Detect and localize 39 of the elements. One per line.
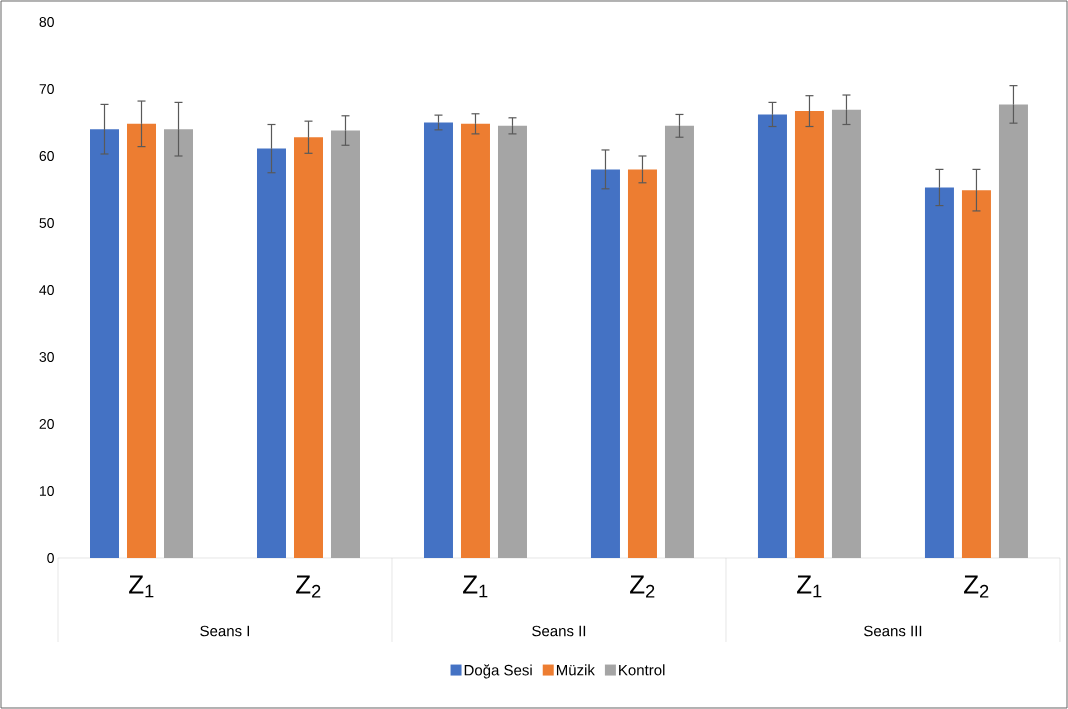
bar [257,148,286,558]
bar [627,169,657,558]
bar [664,125,694,558]
text: Seans I [200,625,250,637]
x-tick-label: Z$_{1}$ [129,575,154,598]
y-tick-label: 10 [39,486,54,496]
bar [423,122,453,558]
bar [590,169,620,558]
y-tick-label: 50 [39,218,54,228]
bar [497,125,527,558]
x-tick-label: Z$_{2}$ [964,575,989,598]
bar [90,129,119,558]
legend-label: Doğa Sesi [464,664,532,679]
bar [164,129,194,558]
y-tick-label: 80 [39,17,54,27]
x-tick-label: Z$_{2}$ [630,575,655,598]
bar [127,123,156,558]
y-tick-label: 40 [39,285,54,295]
text: Seans II [532,625,586,637]
bar [294,137,323,558]
y-tick-label: 0 [47,553,54,563]
bar [831,109,861,558]
bar [794,111,824,558]
text: Seans III [864,625,922,637]
bar [330,130,360,558]
legend-label: Müzik [556,664,595,676]
y-tick-label: 20 [39,419,54,429]
y-tick-label: 60 [39,151,54,161]
bar [998,104,1028,558]
legend-label: Kontrol [619,664,665,676]
y-tick-label: 70 [39,84,54,94]
x-tick-label: Z$_{2}$ [296,575,321,598]
bar [460,123,490,558]
bar [924,187,954,558]
bar [961,190,991,558]
bar [757,114,787,558]
x-tick-label: Z$_{1}$ [797,575,822,598]
x-tick-label: Z$_{1}$ [463,575,488,598]
y-tick-label: 30 [39,352,54,362]
